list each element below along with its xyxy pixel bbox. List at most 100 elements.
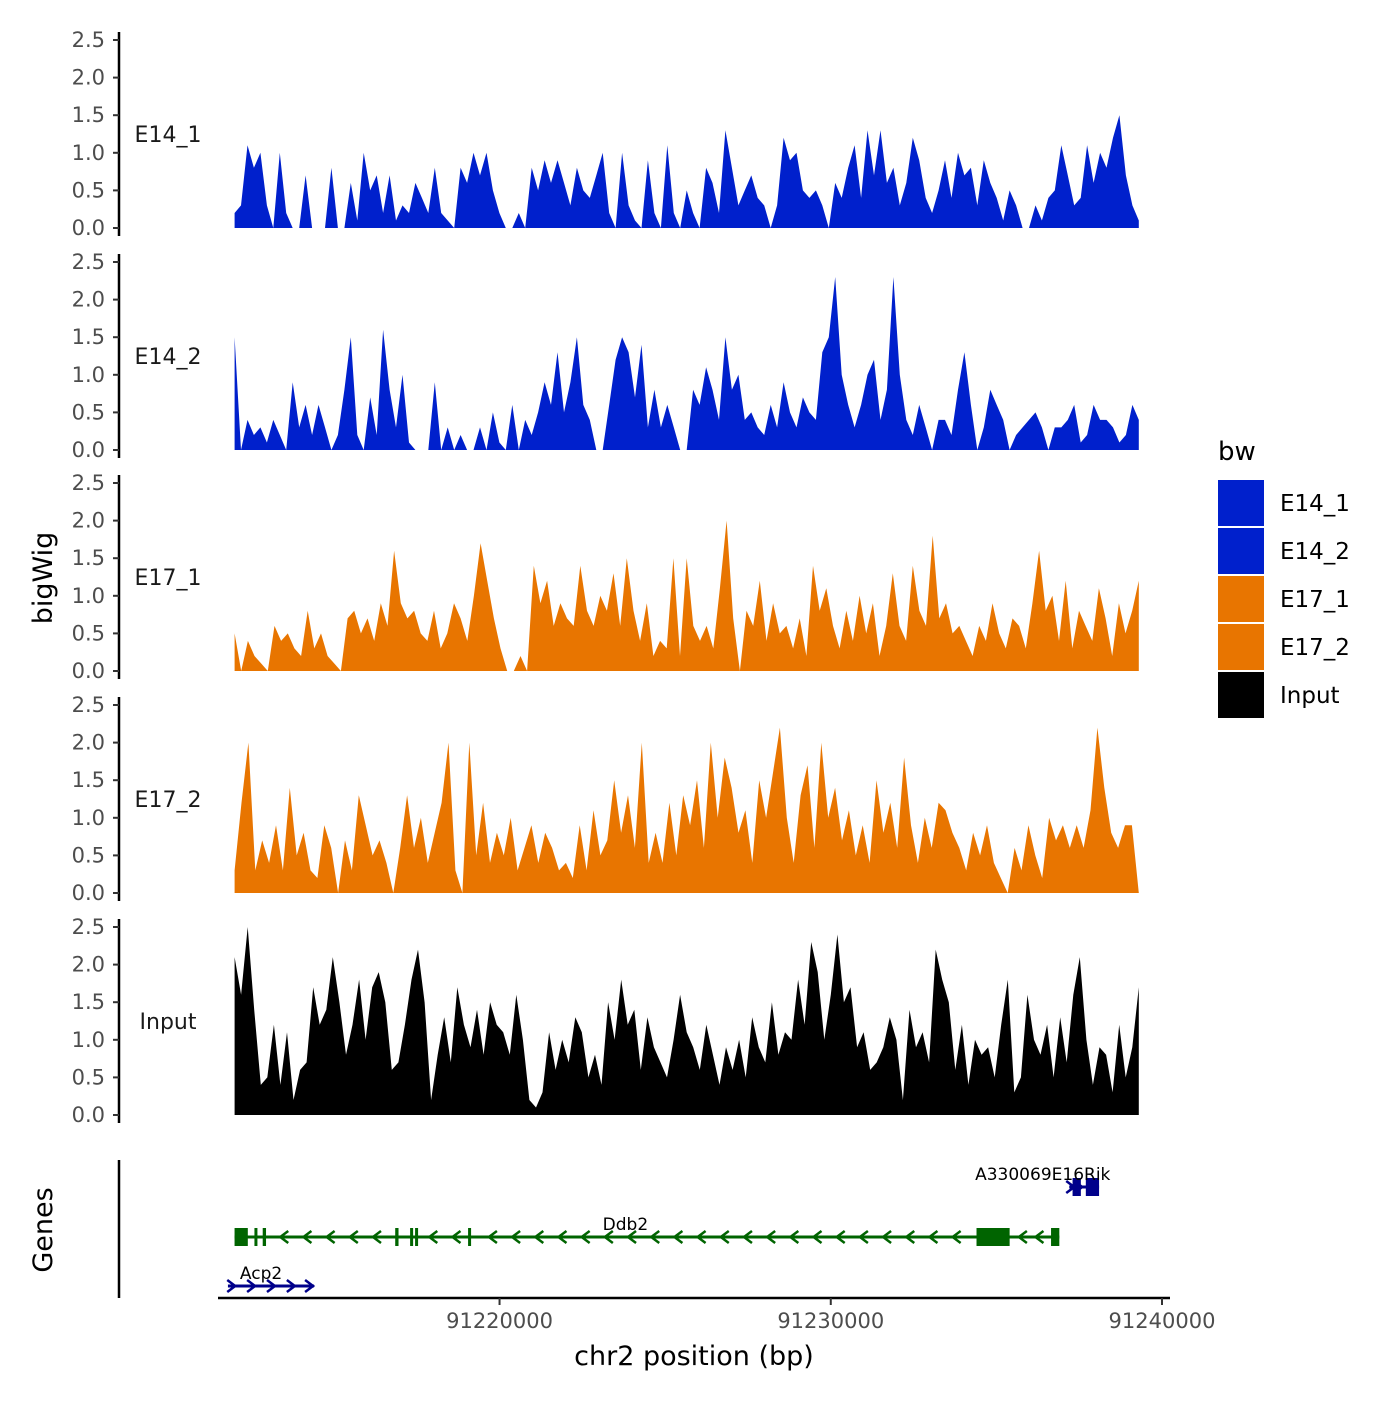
track-label: Input [140, 1010, 197, 1035]
area-E17_1 [234, 520, 1139, 671]
area-E14_2 [234, 277, 1139, 450]
y-tick-label: 2.0 [72, 288, 105, 312]
strand-arrow [427, 1230, 439, 1244]
strand-arrow [788, 1230, 800, 1244]
strand-arrow [510, 1230, 521, 1244]
strand-arrow [811, 1230, 823, 1244]
strand-arrow [1065, 1180, 1077, 1194]
legend-key-Input [1218, 672, 1264, 718]
x-tick-label: 91240000 [1109, 1309, 1216, 1333]
y-tick-label: 2.0 [72, 731, 105, 755]
y-tick-label: 1.5 [72, 990, 105, 1014]
area-E17_2 [234, 727, 1139, 893]
strand-arrow [226, 1279, 238, 1293]
y-tick-label: 1.5 [72, 768, 105, 792]
strand-arrow [857, 1230, 869, 1244]
strand-arrow [950, 1230, 962, 1244]
track-label: E14_2 [135, 345, 202, 370]
area-Input [234, 927, 1139, 1115]
tracks-layer: 0.0 0.5 1.0 1.5 2.0 2.5 E14_1 0.0 0.5 1.0 1.5 2.0 2.… [72, 28, 1139, 1127]
y-tick-label: 1.5 [72, 325, 105, 349]
legend-label: E17_1 [1280, 587, 1350, 613]
legend-key-E14_1 [1218, 480, 1264, 526]
track-label: E17_2 [135, 788, 202, 813]
strand-arrow [533, 1230, 545, 1244]
strand-arrow [834, 1230, 846, 1244]
y-tick-label: 1.5 [72, 103, 105, 127]
gene-A330069E16Rik: A330069E16Rik [975, 1165, 1111, 1196]
legend-key-E17_1 [1218, 576, 1264, 622]
y-tick-label: 2.0 [72, 953, 105, 977]
gene-exon [262, 1228, 267, 1246]
strand-arrow [286, 1279, 297, 1293]
strand-arrow [486, 1230, 498, 1244]
strand-arrow [625, 1230, 637, 1244]
strand-arrow [765, 1230, 776, 1244]
track-label: E14_1 [135, 123, 202, 148]
y-tick-label: 2.5 [72, 28, 105, 52]
strand-arrow [278, 1230, 289, 1244]
legend-key-E17_2 [1218, 624, 1264, 670]
strand-arrow [266, 1279, 278, 1293]
strand-arrow [880, 1230, 892, 1244]
y-tick-label: 1.0 [72, 363, 105, 387]
gene-exon [976, 1228, 1010, 1246]
gene-exon [1072, 1178, 1081, 1196]
strand-arrow [672, 1230, 684, 1244]
track-E14_2: 0.0 0.5 1.0 1.5 2.0 2.5 E14_2 [72, 250, 1139, 462]
y-tick-label: 0.0 [72, 881, 105, 905]
strand-arrow [579, 1230, 591, 1244]
gene-exon [1085, 1178, 1100, 1196]
gene-label: A330069E16Rik [975, 1165, 1110, 1185]
strand-arrow [370, 1230, 382, 1244]
legend-key-E14_2 [1218, 528, 1264, 574]
y-tick-label: 2.0 [72, 66, 105, 90]
x-axis: 91220000 91230000 91240000 [218, 1296, 1216, 1333]
y-tick-label: 0.0 [72, 1103, 105, 1127]
y-tick-label: 1.0 [72, 1028, 105, 1052]
strand-arrow [904, 1230, 916, 1244]
gene-exon [468, 1228, 472, 1246]
track-E14_1: 0.0 0.5 1.0 1.5 2.0 2.5 E14_1 [72, 28, 1139, 240]
y-tick-label: 1.0 [72, 141, 105, 165]
legend-label: E17_2 [1280, 635, 1350, 661]
area-E14_1 [234, 115, 1139, 228]
legend-title: bw [1218, 437, 1256, 467]
y-tick-label: 1.0 [72, 806, 105, 830]
strand-arrow [741, 1230, 753, 1244]
y-tick-label: 0.5 [72, 178, 105, 202]
gene-Ddb2: Ddb2 [234, 1215, 1060, 1246]
strand-arrow [304, 1279, 316, 1293]
track-Input: 0.0 0.5 1.0 1.5 2.0 2.5 Input [72, 915, 1139, 1127]
gene-exon [234, 1228, 248, 1246]
y-tick-label: 0.5 [72, 621, 105, 645]
y-axis-title: bigWig [28, 532, 59, 625]
gene-label: Ddb2 [603, 1215, 649, 1235]
gene-exon [410, 1228, 414, 1246]
strand-arrow [649, 1230, 660, 1244]
y-tick-label: 0.0 [72, 216, 105, 240]
y-tick-label: 0.5 [72, 1065, 105, 1089]
y-tick-label: 0.5 [72, 400, 105, 424]
y-tick-label: 0.0 [72, 659, 105, 683]
genes-axis-title: Genes [28, 1187, 59, 1272]
strand-arrow [927, 1230, 939, 1244]
gene-exon [254, 1228, 258, 1246]
strand-arrow [324, 1230, 336, 1244]
y-tick-label: 1.0 [72, 584, 105, 608]
y-tick-label: 1.5 [72, 546, 105, 570]
gene-Acp2: Acp2 [226, 1264, 316, 1293]
strand-arrow [602, 1230, 614, 1244]
gene-exon [1051, 1228, 1060, 1246]
gene-exon [415, 1228, 419, 1246]
strand-arrow [718, 1230, 730, 1244]
genes-layer: A330069E16Rik Ddb2 Acp2 [117, 1160, 1111, 1298]
strand-arrow [556, 1230, 568, 1244]
x-axis-title: chr2 position (bp) [574, 1341, 814, 1372]
legend: bw E14_1 E14_2 E17_1 E17_2 Input [1218, 437, 1350, 718]
legend-label: E14_2 [1280, 539, 1350, 565]
legend-label: E14_1 [1280, 491, 1350, 517]
strand-arrow [1016, 1230, 1028, 1244]
y-tick-label: 0.0 [72, 438, 105, 462]
